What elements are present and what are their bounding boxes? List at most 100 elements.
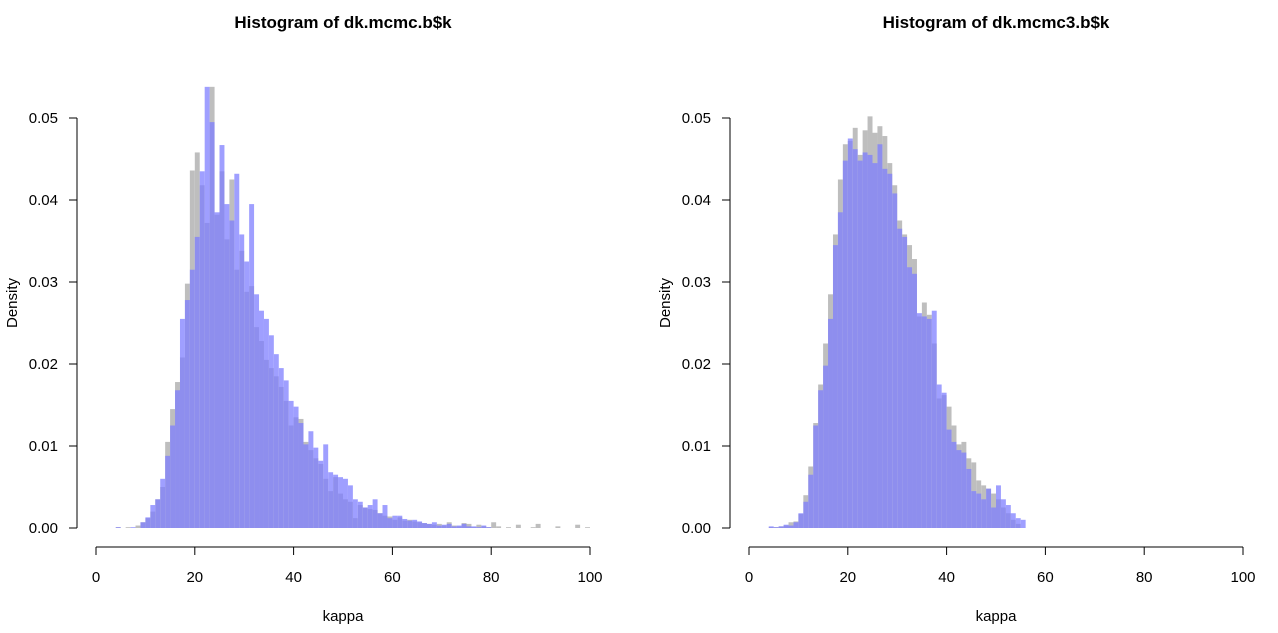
histogram-bar [387, 518, 393, 528]
y-axis-label: Density [4, 277, 21, 328]
histogram-bar [486, 527, 492, 528]
histogram-bar [1000, 499, 1006, 528]
histogram-bar [209, 122, 215, 528]
y-tick-label: 0.05 [682, 110, 711, 127]
histogram-bar [818, 390, 824, 528]
histogram-bar [808, 474, 814, 528]
histogram-bar [852, 149, 858, 528]
histogram-bar [303, 444, 309, 528]
histogram-bar [184, 300, 190, 528]
histogram-bar [219, 145, 225, 528]
histogram-bar [941, 392, 947, 528]
histogram-bar [199, 171, 205, 529]
histogram-bar [897, 228, 903, 528]
x-tick-label: 80 [1136, 569, 1153, 586]
histogram-bar [125, 527, 131, 528]
histogram-bar [234, 173, 240, 528]
histogram-bar [981, 499, 987, 528]
histogram-bar [471, 526, 477, 528]
y-tick-label: 0.05 [29, 110, 58, 127]
histogram-bar [535, 523, 541, 528]
histogram-bar [189, 269, 195, 528]
histogram-bar [451, 526, 457, 528]
y-tick-label: 0.00 [682, 520, 711, 537]
x-tick-label: 40 [285, 569, 302, 586]
histogram-bar [768, 526, 774, 528]
x-axis-label: kappa [976, 608, 1018, 625]
histogram-bar [298, 423, 304, 528]
series-1 [768, 138, 1026, 529]
histogram-bar [273, 354, 279, 528]
histogram-bar [407, 520, 413, 528]
histogram-bar [229, 220, 235, 528]
x-tick-label: 100 [1230, 569, 1255, 586]
histogram-bar [352, 499, 358, 528]
histogram-bar [793, 522, 799, 528]
histogram-bar [832, 245, 838, 528]
histogram-bar [466, 523, 472, 528]
histogram-bar [130, 527, 136, 528]
histogram-bar [155, 499, 161, 528]
histogram-bar [931, 310, 937, 528]
histogram-bar [466, 526, 472, 528]
histogram-bar [976, 493, 982, 528]
histogram-bar [308, 431, 314, 528]
histogram-bar [362, 507, 368, 528]
histogram-bar [912, 273, 917, 528]
y-tick-label: 0.02 [682, 356, 711, 373]
histogram-bar [268, 335, 274, 528]
y-tick-label: 0.00 [29, 520, 58, 537]
histogram-bar [338, 477, 343, 528]
histogram-bar [892, 193, 898, 528]
histogram-bar [872, 163, 878, 528]
histogram-bar [778, 526, 784, 528]
histogram-bar [857, 160, 863, 528]
x-tick-label: 0 [745, 569, 753, 586]
histogram-bar [436, 525, 442, 528]
histogram-bar [239, 234, 245, 528]
histogram-bar [392, 515, 398, 528]
histogram-bar [986, 488, 992, 528]
histogram-bar [263, 318, 269, 528]
x-tick-label: 80 [483, 569, 500, 586]
y-tick-label: 0.03 [682, 274, 711, 291]
histogram-bar [204, 86, 210, 528]
histogram-bar [224, 204, 230, 528]
y-tick-label: 0.01 [682, 438, 711, 455]
y-tick-label: 0.01 [29, 438, 58, 455]
histogram-bar [135, 525, 141, 528]
histogram-bar [788, 522, 794, 528]
histogram-bar [803, 501, 809, 528]
histogram-bar [555, 526, 561, 528]
x-tick-label: 40 [938, 569, 955, 586]
histogram-bar [175, 390, 180, 528]
histogram-bar [441, 524, 447, 528]
histogram-bar [293, 406, 299, 528]
histogram-bar [426, 523, 432, 528]
histogram-bar [422, 523, 427, 528]
histogram-bar [150, 505, 156, 528]
histogram-bar [847, 138, 853, 528]
histogram-bar [278, 368, 284, 528]
histogram-bar [966, 468, 972, 528]
axes: 0 20 40 60 80 100 0.00 0.01 0.02 0.03 0.04 0.05 [682, 110, 1256, 586]
histogram-bar [916, 313, 922, 528]
histogram-bar [288, 400, 294, 528]
histogram-panel-left: Histogram of dk.mcmc.b$k 0 20 40 60 80 100 0.0… [4, 13, 603, 625]
histogram-bar [926, 318, 932, 528]
histogram-bar [837, 212, 843, 529]
x-tick-label: 100 [577, 569, 602, 586]
histogram-bar [773, 527, 779, 528]
x-tick-label: 60 [1037, 569, 1054, 586]
histogram-bar [882, 168, 888, 528]
series-1 [115, 86, 492, 529]
histogram-bar [347, 485, 353, 528]
histogram-bar [828, 318, 833, 528]
histogram-bar [165, 455, 171, 528]
histogram-bar [145, 517, 151, 528]
histogram-panel-right: Histogram of dk.mcmc3.b$k 0 20 40 60 80 100 0.… [657, 13, 1256, 625]
histogram-bar [585, 527, 590, 528]
x-axis-label: kappa [323, 608, 365, 625]
histogram-bar [530, 527, 536, 528]
histogram-bar [862, 152, 868, 528]
